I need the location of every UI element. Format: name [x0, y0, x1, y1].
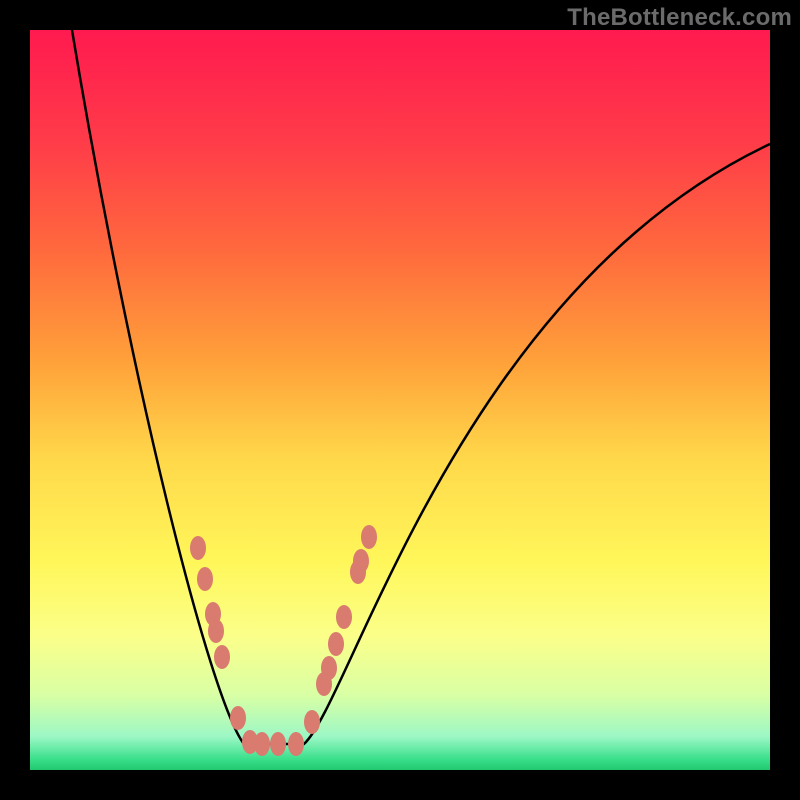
curve-marker	[214, 645, 230, 669]
chart-plot-area	[30, 30, 770, 770]
bottleneck-chart-svg	[0, 0, 800, 800]
curve-marker	[336, 605, 352, 629]
curve-marker	[304, 710, 320, 734]
curve-marker	[353, 549, 369, 573]
curve-marker	[361, 525, 377, 549]
curve-marker	[197, 567, 213, 591]
curve-marker	[230, 706, 246, 730]
curve-marker	[321, 656, 337, 680]
chart-stage: TheBottleneck.com	[0, 0, 800, 800]
curve-marker	[328, 632, 344, 656]
curve-marker	[254, 732, 270, 756]
curve-marker	[208, 619, 224, 643]
curve-marker	[288, 732, 304, 756]
curve-marker	[190, 536, 206, 560]
curve-marker	[270, 732, 286, 756]
